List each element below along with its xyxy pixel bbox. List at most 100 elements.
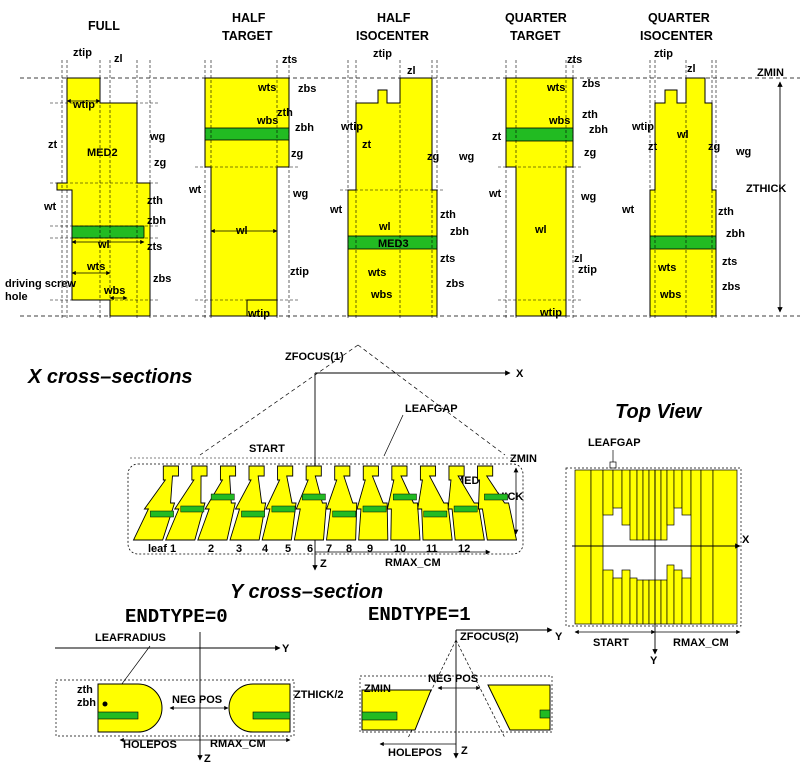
svg-text:wtip: wtip — [340, 121, 363, 133]
svg-text:wts: wts — [367, 267, 386, 279]
label-wg: wg — [149, 131, 165, 143]
top-view-leaf — [654, 469, 662, 541]
svg-text:Z: Z — [461, 745, 468, 757]
label-driving-screw-1: driving screw — [5, 278, 76, 290]
top-view-leaf — [629, 577, 638, 625]
leaf-quarter-target: QUARTER TARGET zts wts zbs zth wbs zbh z… — [488, 11, 608, 320]
svg-text:ISOCENTER: ISOCENTER — [356, 29, 429, 43]
x-section-leaf-hole — [423, 510, 448, 518]
x-section-leaf — [197, 465, 237, 541]
svg-text:zth: zth — [440, 209, 456, 221]
y-cross-section: Y cross–section ENDTYPE=0 ENDTYPE=1 LEAF… — [55, 581, 563, 765]
leaf-full-title: FULL — [88, 19, 120, 33]
svg-text:zt: zt — [492, 131, 502, 143]
svg-text:wg: wg — [458, 151, 474, 163]
top-view-leaf — [648, 579, 656, 625]
top-view-leaf — [660, 579, 668, 625]
label-med2: MED2 — [87, 147, 118, 159]
svg-text:ztip: ztip — [578, 264, 597, 276]
svg-text:wl: wl — [378, 221, 391, 233]
svg-text:zts: zts — [282, 54, 297, 66]
top-view-leaf — [612, 577, 623, 625]
x-section-leaf-hole — [484, 493, 508, 501]
endtype1-right-leaf — [487, 684, 551, 731]
svg-text:ZMIN: ZMIN — [364, 683, 391, 695]
svg-text:zts: zts — [567, 54, 582, 66]
svg-text:LEAFGAP: LEAFGAP — [588, 437, 641, 449]
top-view-leaf — [636, 579, 644, 625]
top-view-leaf — [621, 469, 631, 526]
leaf-number-label: leaf 1 — [148, 543, 176, 555]
leaf-number-label: 2 — [208, 543, 214, 555]
svg-text:wt: wt — [621, 204, 635, 216]
label-med3: MED3 — [378, 238, 409, 250]
leaf-number-label: 12 — [458, 543, 470, 555]
svg-text:zbs: zbs — [446, 278, 464, 290]
top-view-leaf — [673, 469, 683, 509]
top-view-leaf — [621, 569, 631, 625]
leaf-half-isocenter: HALF ISOCENTER MED3 ztip zl wtip zt zg w… — [329, 11, 474, 320]
x-section-leaf — [132, 465, 179, 541]
svg-text:START: START — [593, 637, 629, 649]
svg-text:RMAX_CM: RMAX_CM — [673, 637, 729, 649]
leaf-number-label: 9 — [367, 543, 373, 555]
x-section-leaf-hole — [393, 493, 417, 501]
svg-text:zbh: zbh — [295, 122, 314, 134]
x-section-leaf — [293, 465, 327, 541]
leaf-number-label: 10 — [394, 543, 406, 555]
svg-text:wts: wts — [657, 262, 676, 274]
top-view-leaves — [574, 469, 738, 625]
svg-text:LEAFRADIUS: LEAFRADIUS — [95, 632, 166, 644]
svg-text:RMAX_CM: RMAX_CM — [210, 738, 266, 750]
svg-text:NEG POS: NEG POS — [172, 694, 222, 706]
top-view-leaf — [612, 469, 623, 509]
svg-text:wl: wl — [534, 224, 547, 236]
top-view-leaf — [681, 577, 692, 625]
svg-text:wtip: wtip — [247, 308, 270, 320]
svg-text:TARGET: TARGET — [510, 29, 561, 43]
top-view: Top View LEAFGAP X Y START RMAX_CM — [565, 401, 750, 667]
leaf-number-label: 7 — [326, 543, 332, 555]
svg-text:zts: zts — [722, 256, 737, 268]
svg-text:zts: zts — [440, 253, 455, 265]
top-view-leaf — [590, 545, 604, 625]
top-view-leaf — [666, 564, 675, 625]
leaf-quarter-isocenter-body — [649, 77, 717, 317]
x-section-leaf — [164, 465, 208, 541]
top-view-leaf — [712, 469, 738, 547]
top-view-leaf — [690, 469, 702, 547]
top-view-leaf — [642, 579, 650, 625]
svg-text:zt: zt — [648, 141, 658, 153]
zmin-label: ZMIN — [757, 67, 784, 79]
x-section-leaf — [261, 465, 297, 541]
x-section-leaf — [447, 465, 485, 541]
x-section-leaf-hole — [453, 505, 478, 513]
svg-text:wtip: wtip — [631, 121, 654, 133]
x-section-leaf — [356, 465, 389, 541]
svg-text:zg: zg — [291, 148, 303, 160]
leaf-half-target: HALF TARGET zts wts zbs zth wbs zbh zg w… — [188, 11, 316, 320]
x-section-leaf — [386, 465, 421, 541]
label-ztip: ztip — [73, 47, 92, 59]
svg-text:zl: zl — [407, 65, 416, 77]
svg-text:wbs: wbs — [370, 289, 392, 301]
svg-text:Y: Y — [650, 655, 658, 667]
svg-text:QUARTER: QUARTER — [648, 11, 710, 25]
svg-text:zg: zg — [584, 147, 596, 159]
label-wt: wt — [43, 201, 57, 213]
x-section-leaf-hole — [301, 493, 326, 501]
svg-text:ztip: ztip — [373, 48, 392, 60]
svg-text:LEAFGAP: LEAFGAP — [405, 403, 458, 415]
svg-text:wt: wt — [488, 188, 502, 200]
label-zbh: zbh — [147, 215, 166, 227]
svg-text:ZFOCUS(2): ZFOCUS(2) — [460, 631, 519, 643]
svg-text:wg: wg — [735, 146, 751, 158]
top-view-leaf — [574, 545, 592, 625]
leaf-full: FULL ztip zl wtip zt MED2 wg zg wt zth z… — [5, 19, 171, 320]
top-view-leaf — [629, 469, 638, 541]
svg-text:wbs: wbs — [548, 115, 570, 127]
label-zt: zt — [48, 139, 58, 151]
x-section-leaf-hole — [241, 510, 265, 518]
svg-text:wts: wts — [546, 82, 565, 94]
svg-text:wg: wg — [292, 188, 308, 200]
